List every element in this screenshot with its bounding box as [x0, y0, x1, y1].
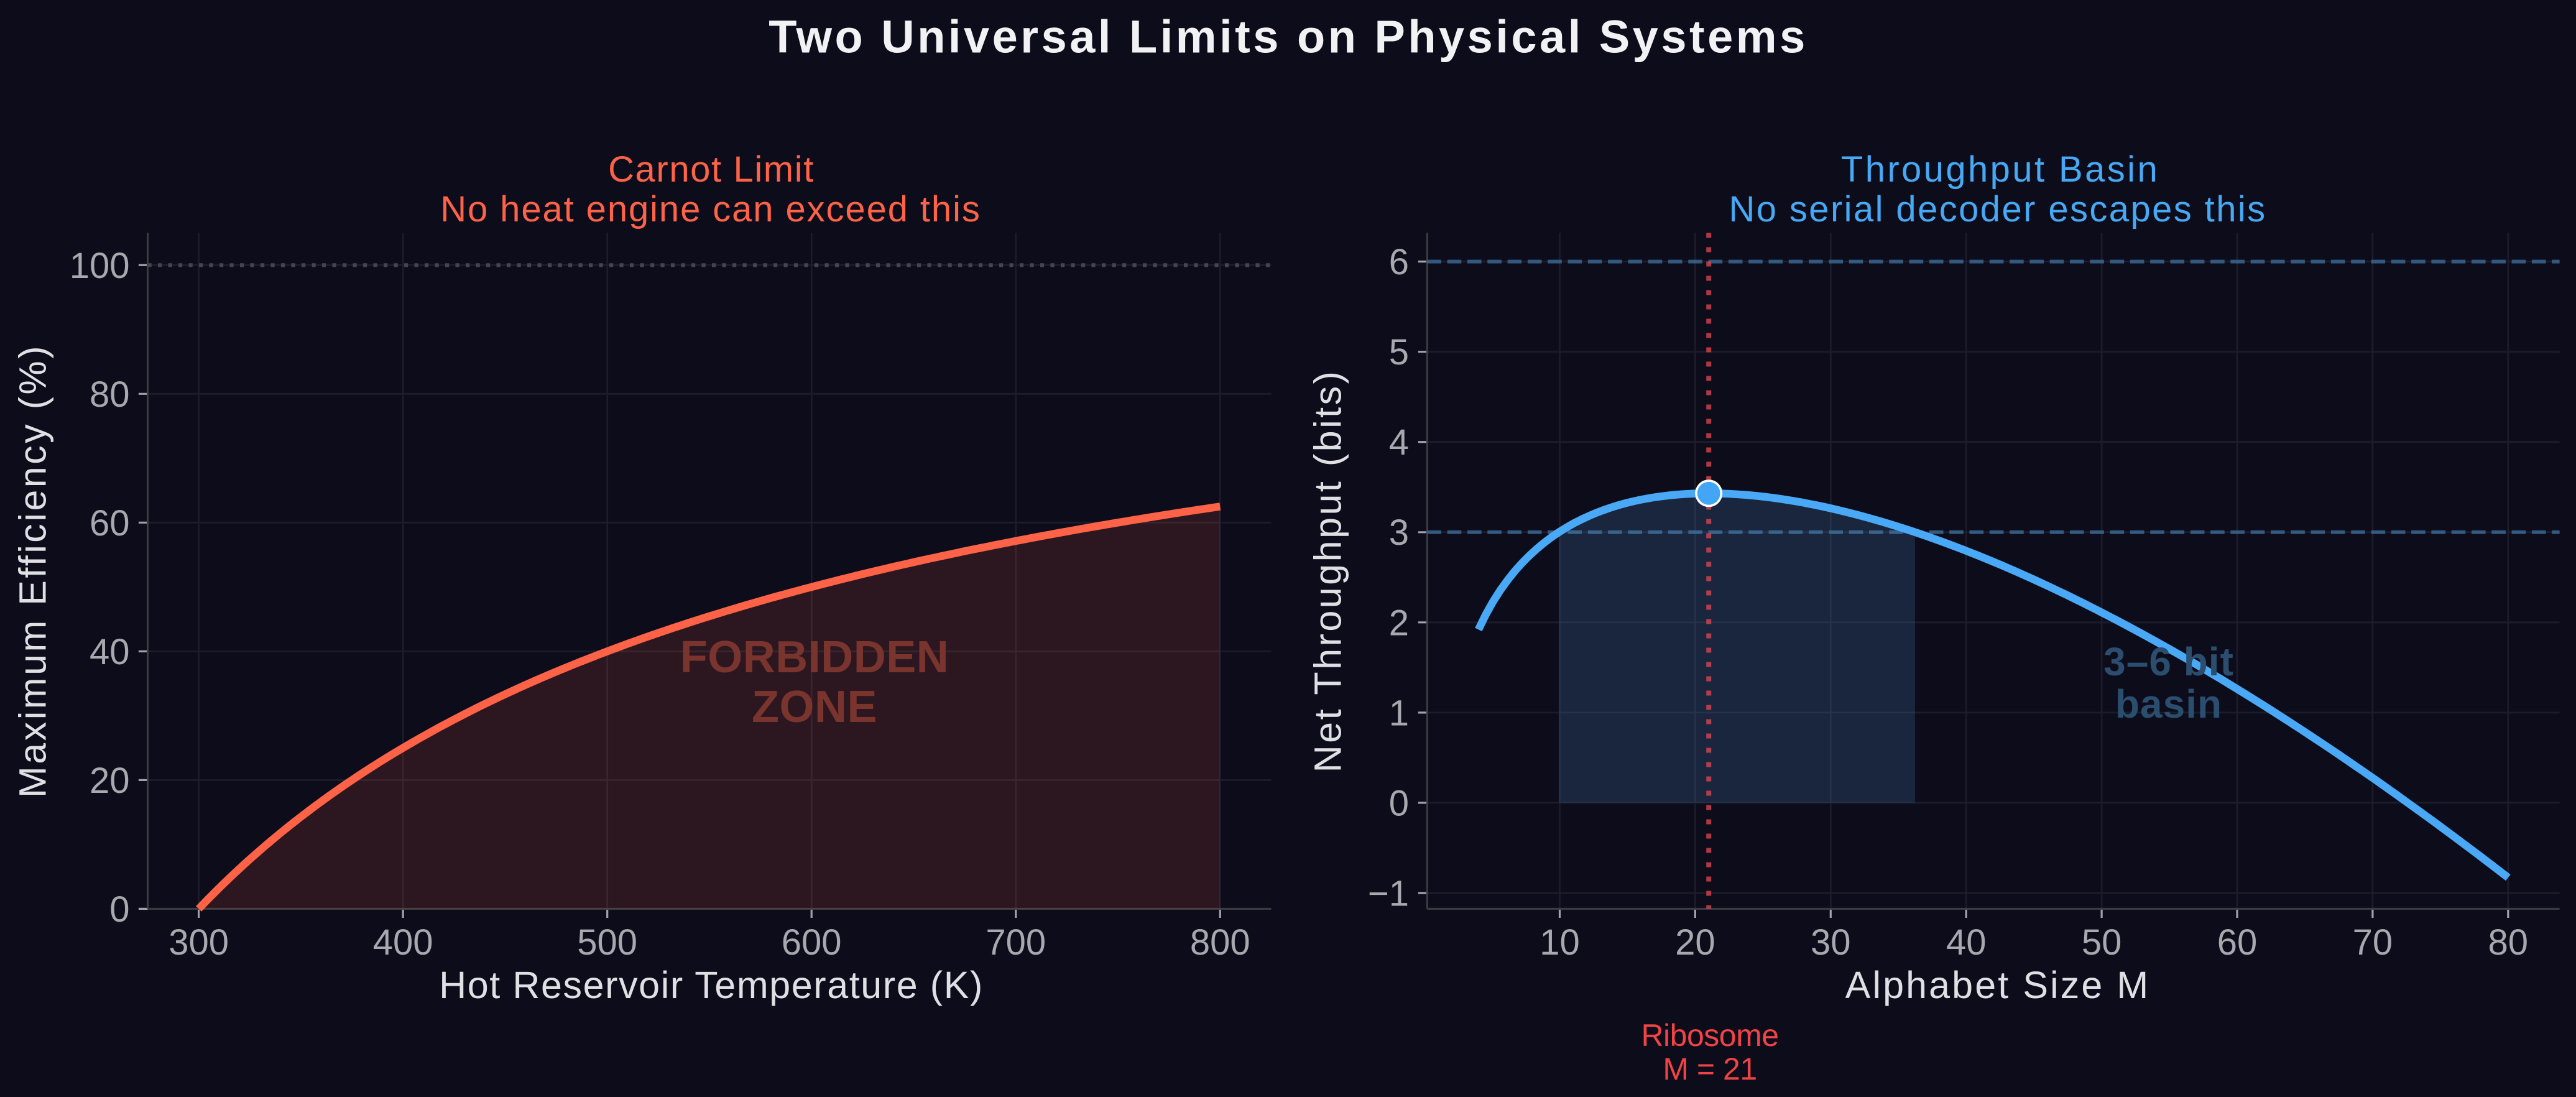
svg-text:0: 0 [109, 889, 129, 930]
svg-text:Ribosome: Ribosome [1641, 1018, 1778, 1053]
svg-text:No serial decoder escapes this: No serial decoder escapes this [1729, 189, 2266, 229]
svg-text:3–6 bit: 3–6 bit [2103, 639, 2234, 684]
svg-text:basin: basin [2115, 682, 2222, 726]
svg-text:3: 3 [1389, 512, 1409, 553]
svg-text:20: 20 [90, 761, 130, 801]
svg-text:60: 60 [90, 503, 130, 544]
svg-text:20: 20 [1675, 922, 1715, 963]
svg-text:Throughput Basin: Throughput Basin [1841, 149, 2159, 190]
svg-text:10: 10 [1540, 922, 1580, 963]
svg-text:30: 30 [1811, 922, 1851, 963]
svg-text:300: 300 [169, 922, 229, 963]
svg-text:6: 6 [1389, 242, 1409, 282]
svg-text:1: 1 [1389, 693, 1409, 733]
svg-text:80: 80 [90, 374, 130, 415]
svg-text:50: 50 [2082, 922, 2122, 963]
svg-text:700: 700 [986, 922, 1046, 963]
svg-text:400: 400 [373, 922, 433, 963]
svg-text:FORBIDDEN: FORBIDDEN [680, 632, 949, 682]
svg-text:4: 4 [1389, 422, 1409, 463]
svg-text:Hot Reservoir Temperature (K): Hot Reservoir Temperature (K) [439, 964, 984, 1006]
svg-text:80: 80 [2488, 922, 2529, 963]
svg-text:500: 500 [577, 922, 637, 963]
svg-text:No heat engine can exceed this: No heat engine can exceed this [440, 189, 981, 229]
svg-text:Alphabet Size M: Alphabet Size M [1845, 964, 2151, 1006]
svg-text:2: 2 [1389, 603, 1409, 643]
svg-text:800: 800 [1190, 922, 1250, 963]
svg-text:40: 40 [1946, 922, 1987, 963]
svg-text:Maximum Efficiency (%): Maximum Efficiency (%) [11, 344, 53, 798]
svg-text:600: 600 [782, 922, 842, 963]
svg-text:40: 40 [90, 632, 130, 672]
svg-text:Two Universal Limits on Physic: Two Universal Limits on Physical Systems [769, 11, 1808, 63]
svg-text:M = 21: M = 21 [1663, 1052, 1757, 1086]
svg-text:−1: −1 [1368, 874, 1409, 914]
svg-text:Net Throughput (bits): Net Throughput (bits) [1307, 369, 1349, 773]
svg-text:Carnot Limit: Carnot Limit [608, 149, 815, 190]
svg-text:70: 70 [2353, 922, 2393, 963]
svg-text:100: 100 [70, 246, 130, 286]
svg-text:0: 0 [1389, 783, 1409, 823]
svg-text:5: 5 [1389, 332, 1409, 373]
svg-text:60: 60 [2217, 922, 2258, 963]
svg-text:ZONE: ZONE [752, 682, 877, 732]
